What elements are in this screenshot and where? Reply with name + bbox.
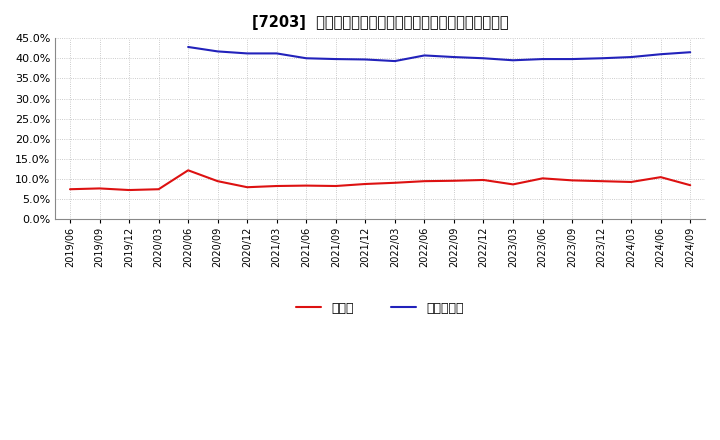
現預金 bbox=[331, 183, 340, 189]
現預金 bbox=[361, 181, 369, 187]
現預金 bbox=[420, 179, 428, 184]
現預金 bbox=[302, 183, 310, 188]
現預金 bbox=[449, 178, 458, 183]
有利子負債 bbox=[539, 56, 547, 62]
Line: 現預金: 現預金 bbox=[70, 170, 690, 190]
有利子負債 bbox=[213, 49, 222, 54]
有利子負債 bbox=[302, 55, 310, 61]
現預金 bbox=[95, 186, 104, 191]
有利子負債 bbox=[598, 55, 606, 61]
有利子負債 bbox=[331, 56, 340, 62]
現預金 bbox=[125, 187, 133, 193]
有利子負債 bbox=[420, 53, 428, 58]
現預金 bbox=[627, 180, 636, 185]
有利子負債 bbox=[243, 51, 251, 56]
現預金 bbox=[686, 183, 695, 188]
有利子負債 bbox=[686, 50, 695, 55]
現預金 bbox=[568, 178, 577, 183]
有利子負債 bbox=[627, 55, 636, 60]
現預金 bbox=[154, 187, 163, 192]
Legend: 現預金, 有利子負債: 現預金, 有利子負債 bbox=[297, 302, 464, 315]
有利子負債 bbox=[568, 56, 577, 62]
有利子負債 bbox=[480, 55, 488, 61]
有利子負債 bbox=[657, 51, 665, 57]
現預金 bbox=[598, 179, 606, 184]
現預金 bbox=[184, 168, 192, 173]
有利子負債 bbox=[184, 44, 192, 50]
有利子負債 bbox=[361, 57, 369, 62]
有利子負債 bbox=[272, 51, 281, 56]
現預金 bbox=[657, 175, 665, 180]
現預金 bbox=[243, 184, 251, 190]
Title: [7203]  現預金、有利子負債の総資産に対する比率の推移: [7203] 現預金、有利子負債の総資産に対する比率の推移 bbox=[252, 15, 508, 30]
現預金 bbox=[272, 183, 281, 189]
有利子負債 bbox=[509, 58, 518, 63]
現預金 bbox=[539, 176, 547, 181]
現預金 bbox=[66, 187, 74, 192]
Line: 有利子負債: 有利子負債 bbox=[188, 47, 690, 61]
有利子負債 bbox=[449, 55, 458, 60]
現預金 bbox=[480, 177, 488, 183]
現預金 bbox=[390, 180, 399, 185]
現預金 bbox=[213, 179, 222, 184]
現預金 bbox=[509, 182, 518, 187]
有利子負債 bbox=[390, 59, 399, 64]
